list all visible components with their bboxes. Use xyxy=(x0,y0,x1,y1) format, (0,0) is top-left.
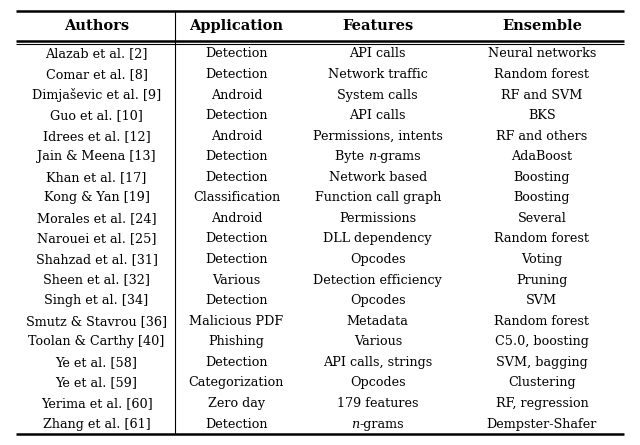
Text: -grams: -grams xyxy=(360,417,404,431)
Text: Categorization: Categorization xyxy=(189,376,284,389)
Text: C5.0, boosting: C5.0, boosting xyxy=(495,335,589,348)
Text: Byte: Byte xyxy=(335,150,368,163)
Text: 179 features: 179 features xyxy=(337,397,419,410)
Text: Opcodes: Opcodes xyxy=(350,253,406,266)
Text: Ensemble: Ensemble xyxy=(502,19,582,33)
Text: System calls: System calls xyxy=(337,89,418,101)
Text: Zhang et al. [61]: Zhang et al. [61] xyxy=(43,417,150,431)
Text: Features: Features xyxy=(342,19,413,33)
Text: Guo et al. [10]: Guo et al. [10] xyxy=(50,109,143,122)
Text: Application: Application xyxy=(189,19,284,33)
Text: Voting: Voting xyxy=(522,253,563,266)
Text: Metadata: Metadata xyxy=(347,315,409,328)
Text: Dempster-Shafer: Dempster-Shafer xyxy=(487,417,597,431)
Text: Android: Android xyxy=(211,129,262,143)
Text: Various: Various xyxy=(212,274,260,287)
Text: Random forest: Random forest xyxy=(495,315,589,328)
Text: AdaBoost: AdaBoost xyxy=(511,150,573,163)
Text: API calls, strings: API calls, strings xyxy=(323,356,433,369)
Text: Detection: Detection xyxy=(205,294,268,307)
Text: Detection: Detection xyxy=(205,68,268,81)
Text: API calls: API calls xyxy=(349,109,406,122)
Text: Android: Android xyxy=(211,212,262,225)
Text: Narouei et al. [25]: Narouei et al. [25] xyxy=(37,232,156,246)
Text: n: n xyxy=(351,417,360,431)
Text: Dimjaševic et al. [9]: Dimjaševic et al. [9] xyxy=(32,88,161,102)
Text: Permissions: Permissions xyxy=(339,212,417,225)
Text: Detection: Detection xyxy=(205,356,268,369)
Text: Malicious PDF: Malicious PDF xyxy=(189,315,284,328)
Text: Neural networks: Neural networks xyxy=(488,47,596,61)
Text: Pruning: Pruning xyxy=(516,274,568,287)
Text: Permissions, intents: Permissions, intents xyxy=(313,129,443,143)
Text: Authors: Authors xyxy=(64,19,129,33)
Text: Network traffic: Network traffic xyxy=(328,68,428,81)
Text: Singh et al. [34]: Singh et al. [34] xyxy=(44,294,148,307)
Text: Morales et al. [24]: Morales et al. [24] xyxy=(36,212,156,225)
Text: Detection efficiency: Detection efficiency xyxy=(314,274,442,287)
Text: RF and SVM: RF and SVM xyxy=(501,89,582,101)
Text: Detection: Detection xyxy=(205,417,268,431)
Text: Network based: Network based xyxy=(328,171,427,184)
Text: Toolan & Carthy [40]: Toolan & Carthy [40] xyxy=(28,335,164,348)
Text: RF, regression: RF, regression xyxy=(495,397,588,410)
Text: Opcodes: Opcodes xyxy=(350,376,406,389)
Text: n: n xyxy=(368,150,376,163)
Text: Sheen et al. [32]: Sheen et al. [32] xyxy=(43,274,150,287)
Text: -grams: -grams xyxy=(376,150,420,163)
Text: Classification: Classification xyxy=(193,191,280,204)
Text: Random forest: Random forest xyxy=(495,68,589,81)
Text: Opcodes: Opcodes xyxy=(350,294,406,307)
Text: Several: Several xyxy=(518,212,566,225)
Text: Detection: Detection xyxy=(205,150,268,163)
Text: Clustering: Clustering xyxy=(508,376,576,389)
Text: Detection: Detection xyxy=(205,47,268,61)
Text: Function call graph: Function call graph xyxy=(315,191,441,204)
Text: Idrees et al. [12]: Idrees et al. [12] xyxy=(43,129,150,143)
Text: Zero day: Zero day xyxy=(208,397,265,410)
Text: Various: Various xyxy=(354,335,402,348)
Text: Phishing: Phishing xyxy=(209,335,264,348)
Text: Android: Android xyxy=(211,89,262,101)
Text: BKS: BKS xyxy=(528,109,556,122)
Text: Jain & Meena [13]: Jain & Meena [13] xyxy=(37,150,156,163)
Text: Alazab et al. [2]: Alazab et al. [2] xyxy=(45,47,148,61)
Text: Detection: Detection xyxy=(205,109,268,122)
Text: Boosting: Boosting xyxy=(514,191,570,204)
Text: DLL dependency: DLL dependency xyxy=(323,232,432,246)
Text: Random forest: Random forest xyxy=(495,232,589,246)
Text: Ye et al. [58]: Ye et al. [58] xyxy=(56,356,138,369)
Text: Detection: Detection xyxy=(205,232,268,246)
Text: Detection: Detection xyxy=(205,171,268,184)
Text: Ye et al. [59]: Ye et al. [59] xyxy=(56,376,138,389)
Text: Shahzad et al. [31]: Shahzad et al. [31] xyxy=(36,253,157,266)
Text: RF and others: RF and others xyxy=(496,129,588,143)
Text: Yerima et al. [60]: Yerima et al. [60] xyxy=(41,397,152,410)
Text: Detection: Detection xyxy=(205,253,268,266)
Text: Comar et al. [8]: Comar et al. [8] xyxy=(45,68,148,81)
Text: Kong & Yan [19]: Kong & Yan [19] xyxy=(44,191,150,204)
Text: SVM, bagging: SVM, bagging xyxy=(496,356,588,369)
Text: Boosting: Boosting xyxy=(514,171,570,184)
Text: Khan et al. [17]: Khan et al. [17] xyxy=(46,171,147,184)
Text: SVM: SVM xyxy=(526,294,557,307)
Text: Smutz & Stavrou [36]: Smutz & Stavrou [36] xyxy=(26,315,167,328)
Text: API calls: API calls xyxy=(349,47,406,61)
